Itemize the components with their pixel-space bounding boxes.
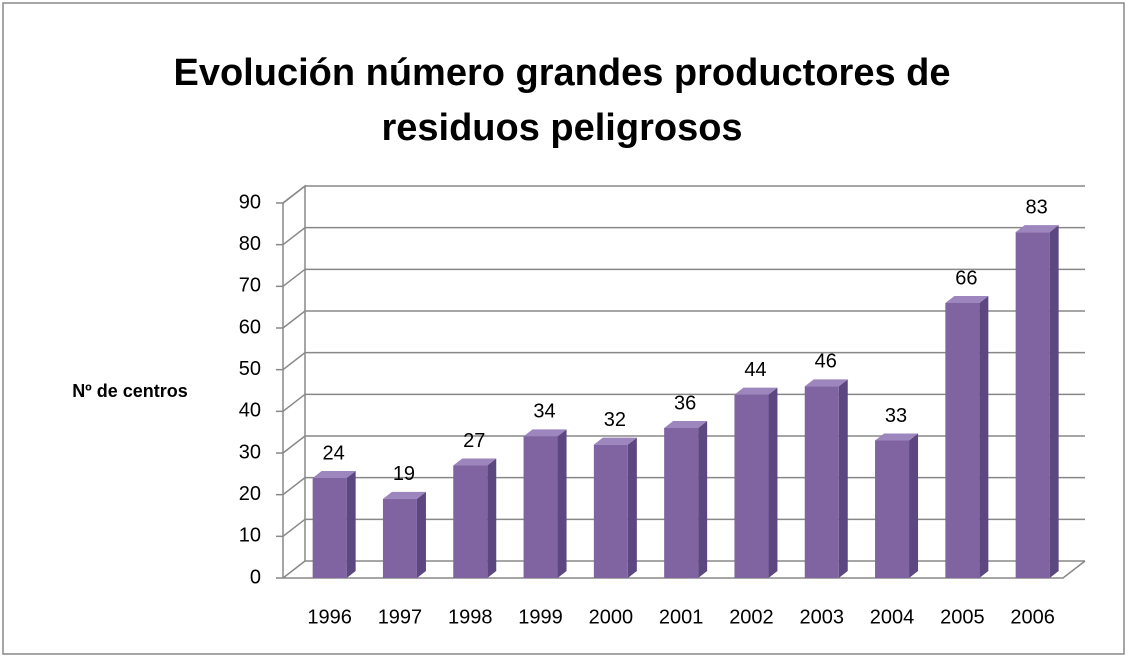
bar-top — [945, 296, 989, 303]
y-tick-label: 50 — [239, 358, 261, 380]
bar — [664, 428, 699, 578]
data-label: 33 — [885, 405, 907, 427]
x-tick-label: 1999 — [518, 606, 563, 628]
x-tick-label: 2005 — [940, 606, 985, 628]
x-tick-label: 2004 — [870, 606, 915, 628]
data-label: 36 — [674, 392, 696, 414]
y-tick-label: 20 — [239, 483, 261, 505]
bar-top — [1015, 225, 1059, 233]
y-tick-label: 30 — [239, 441, 261, 463]
y-axis-label: Nº de centros — [72, 381, 188, 401]
bar — [312, 478, 347, 578]
bar — [523, 436, 558, 578]
bar-side — [838, 379, 848, 578]
y-tick-label: 80 — [239, 233, 261, 255]
data-label: 32 — [604, 409, 626, 431]
bar — [382, 498, 417, 578]
bar — [734, 394, 769, 578]
x-tick-label: 2003 — [800, 606, 845, 628]
bar — [945, 303, 980, 578]
data-label: 46 — [815, 351, 837, 373]
data-label: 83 — [1026, 196, 1048, 218]
bar-side — [1049, 225, 1059, 578]
chart-title: residuos peligrosos — [381, 107, 742, 149]
bar-side — [487, 458, 497, 578]
bar-side — [979, 296, 989, 578]
bar — [593, 444, 628, 578]
bar-side — [768, 387, 778, 578]
x-tick-label: 1996 — [307, 606, 352, 628]
bar — [1015, 232, 1050, 578]
y-tick-label: 40 — [239, 400, 261, 422]
x-tick-label: 2000 — [589, 606, 634, 628]
x-tick-label: 2006 — [1010, 606, 1055, 628]
y-tick-label: 0 — [250, 566, 261, 588]
bar — [804, 386, 839, 578]
data-label: 34 — [533, 401, 555, 423]
grid-line — [282, 351, 1085, 371]
x-tick-label: 1997 — [378, 606, 423, 628]
y-tick-label: 10 — [239, 525, 261, 547]
x-tick-label: 2001 — [659, 606, 704, 628]
x-tick-label: 1998 — [448, 606, 493, 628]
grid-line — [282, 226, 1085, 246]
y-tick-label: 70 — [239, 275, 261, 297]
data-label: 44 — [744, 359, 766, 381]
data-label: 27 — [463, 430, 485, 452]
bar-side — [909, 433, 919, 578]
bar-side — [698, 421, 708, 578]
x-tick-label: 2002 — [729, 606, 774, 628]
bar — [453, 465, 488, 578]
bar-top — [875, 433, 919, 441]
bar-side — [627, 437, 637, 578]
bar-top — [453, 458, 497, 466]
bar-top — [312, 471, 356, 478]
bar — [875, 440, 910, 578]
bar-top — [804, 379, 848, 387]
bar-top — [523, 429, 567, 437]
bar-side — [416, 491, 426, 578]
data-label: 66 — [955, 267, 977, 289]
y-tick-label: 90 — [239, 191, 261, 213]
y-tick-label: 60 — [239, 316, 261, 338]
bar-top — [382, 491, 426, 499]
bar-top — [734, 387, 778, 395]
bar-top — [664, 421, 708, 428]
grid-line — [282, 268, 1085, 287]
bar-side — [346, 471, 356, 578]
grid-line — [282, 185, 1085, 204]
bar-top — [593, 437, 637, 445]
data-label: 24 — [323, 442, 345, 464]
bar-side — [557, 429, 567, 578]
grid-line — [282, 310, 1085, 329]
data-label: 19 — [393, 463, 415, 485]
chart-title: Evolución número grandes productores de — [173, 52, 950, 94]
